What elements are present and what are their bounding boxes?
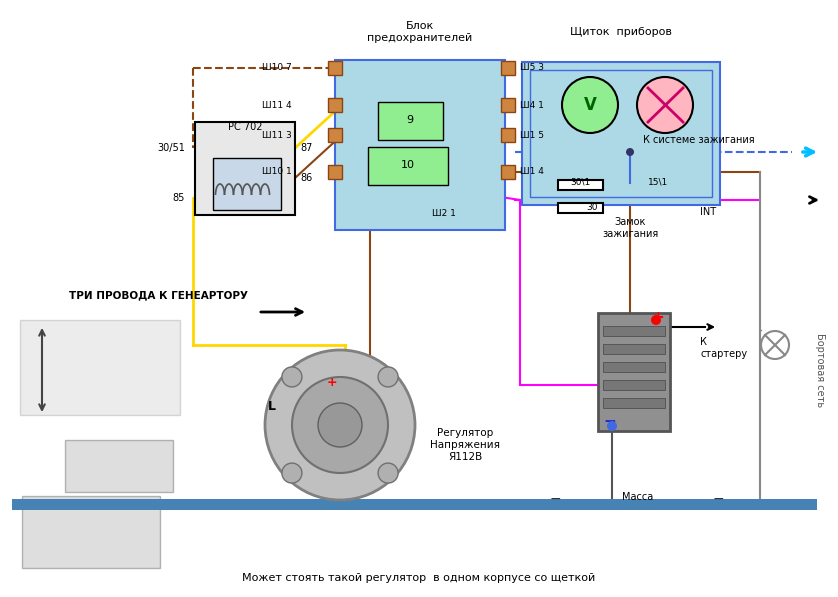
Text: Ш2 1: Ш2 1 xyxy=(432,208,456,217)
Text: Ш11 3: Ш11 3 xyxy=(262,131,292,140)
Text: 86: 86 xyxy=(300,173,313,183)
Text: Может стоять такой регулятор  в одном корпусе со щеткой: Может стоять такой регулятор в одном кор… xyxy=(242,573,596,583)
Text: К системе зажигания: К системе зажигания xyxy=(644,135,755,145)
Text: 15\1: 15\1 xyxy=(648,177,668,186)
Bar xyxy=(501,165,515,179)
Text: 30: 30 xyxy=(587,204,597,213)
Text: Ш4 1: Ш4 1 xyxy=(520,100,544,109)
Circle shape xyxy=(626,148,634,156)
Text: 85: 85 xyxy=(173,193,185,203)
Circle shape xyxy=(378,367,398,387)
Bar xyxy=(501,98,515,112)
Circle shape xyxy=(637,77,693,133)
Circle shape xyxy=(562,77,618,133)
Bar xyxy=(558,180,603,190)
Text: Ш5 3: Ш5 3 xyxy=(520,63,544,72)
Text: V: V xyxy=(583,96,597,114)
Text: К
стартеру: К стартеру xyxy=(700,337,747,359)
Bar xyxy=(522,62,720,205)
Bar xyxy=(378,102,443,140)
Text: −: − xyxy=(712,492,724,506)
Text: Замок
зажигания: Замок зажигания xyxy=(602,217,658,239)
Bar xyxy=(65,440,173,492)
Bar xyxy=(558,203,603,213)
Bar xyxy=(213,158,281,210)
Text: INT: INT xyxy=(700,207,716,217)
Text: РС 702: РС 702 xyxy=(228,122,262,132)
Bar xyxy=(501,128,515,142)
Bar xyxy=(603,380,665,390)
Text: Бортовая сеть: Бортовая сеть xyxy=(815,333,825,407)
Text: L: L xyxy=(268,401,276,414)
Bar xyxy=(195,122,295,215)
Bar xyxy=(530,70,712,197)
Text: −: − xyxy=(603,414,617,429)
Circle shape xyxy=(292,377,388,473)
Bar xyxy=(328,165,342,179)
Bar xyxy=(328,128,342,142)
Text: 30/51: 30/51 xyxy=(158,143,185,153)
Text: Щиток  приборов: Щиток приборов xyxy=(570,27,672,37)
Text: −: − xyxy=(549,492,561,506)
Text: 9: 9 xyxy=(406,115,414,125)
Text: Регулятор
Напряжения
Я112В: Регулятор Напряжения Я112В xyxy=(430,429,500,461)
Circle shape xyxy=(282,463,302,483)
Circle shape xyxy=(318,403,362,447)
Bar xyxy=(598,313,670,431)
Bar xyxy=(12,499,817,510)
Circle shape xyxy=(761,331,789,359)
Bar xyxy=(335,60,505,230)
Bar xyxy=(20,320,180,415)
Bar xyxy=(368,147,448,185)
Text: Блок
предохранителей: Блок предохранителей xyxy=(367,21,473,43)
Text: +: + xyxy=(327,377,338,389)
Circle shape xyxy=(282,367,302,387)
Text: Ш10 1: Ш10 1 xyxy=(262,168,292,177)
Text: Ш1 4: Ш1 4 xyxy=(520,168,544,177)
Bar xyxy=(22,496,160,568)
Circle shape xyxy=(651,315,661,325)
Bar xyxy=(603,326,665,336)
Text: Ш1 5: Ш1 5 xyxy=(520,131,544,140)
Text: Ш10 7: Ш10 7 xyxy=(262,63,292,72)
Bar xyxy=(603,398,665,408)
Bar xyxy=(603,362,665,372)
Text: Ш11 4: Ш11 4 xyxy=(262,100,292,109)
Bar xyxy=(603,344,665,354)
Text: 30\1: 30\1 xyxy=(570,177,590,186)
Bar xyxy=(328,98,342,112)
Text: 10: 10 xyxy=(401,160,415,170)
Text: 87: 87 xyxy=(300,143,313,153)
Text: Масса: Масса xyxy=(623,492,654,502)
Text: ТРИ ПРОВОДА К ГЕНЕАРТОРУ: ТРИ ПРОВОДА К ГЕНЕАРТОРУ xyxy=(69,290,247,300)
Circle shape xyxy=(378,463,398,483)
Bar xyxy=(328,61,342,75)
Text: +: + xyxy=(652,310,665,325)
Circle shape xyxy=(265,350,415,500)
Bar xyxy=(501,61,515,75)
Circle shape xyxy=(607,421,617,431)
